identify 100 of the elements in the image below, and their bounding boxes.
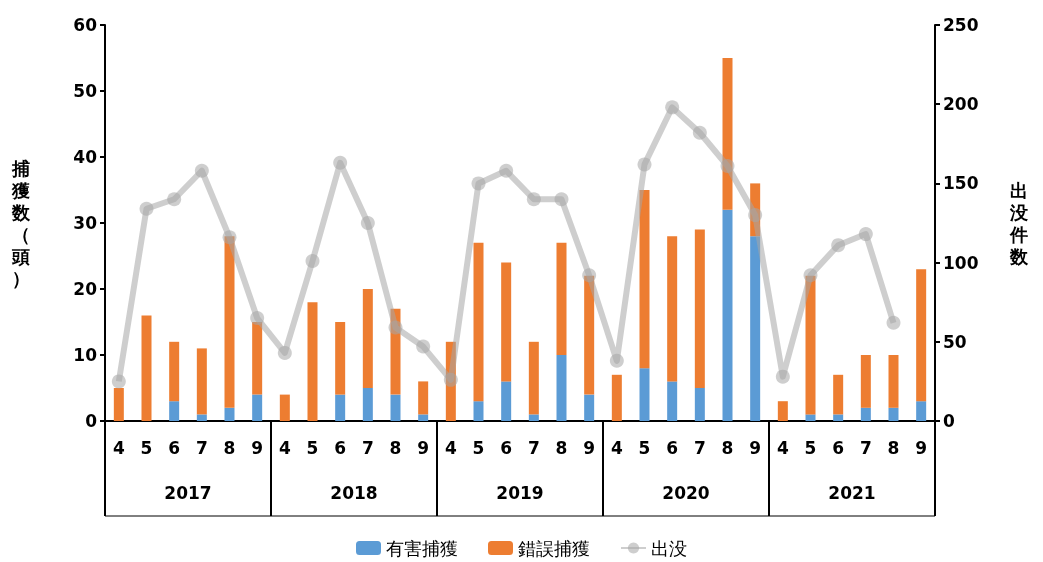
point xyxy=(305,254,320,269)
point xyxy=(416,339,431,354)
y2-tick-label: 200 xyxy=(943,94,979,115)
x-tick-label: 7 xyxy=(527,437,540,458)
x-tick-label: 7 xyxy=(693,437,706,458)
bar xyxy=(611,374,622,421)
point xyxy=(222,230,237,245)
point xyxy=(831,238,846,253)
point xyxy=(499,163,514,178)
bar xyxy=(528,414,539,421)
point xyxy=(637,157,652,172)
x-tick-label: 6 xyxy=(666,437,679,458)
bar xyxy=(667,236,678,382)
bar xyxy=(860,407,871,421)
point xyxy=(609,353,624,368)
bar xyxy=(584,275,595,395)
x-tick-label: 4 xyxy=(610,437,623,458)
x-tick-label: 4 xyxy=(444,437,457,458)
y-tick-label: 40 xyxy=(73,147,98,167)
point xyxy=(471,176,486,191)
x-tick-label: 8 xyxy=(721,437,734,458)
x-tick-label: 8 xyxy=(555,437,568,458)
text: 2019 xyxy=(496,483,544,503)
bar xyxy=(224,236,235,408)
bar xyxy=(390,394,401,421)
x-tick-label: 5 xyxy=(804,437,817,458)
bar xyxy=(805,275,816,415)
point xyxy=(360,216,375,230)
y2-tick-label: 50 xyxy=(943,331,967,352)
x-tick-label: 6 xyxy=(334,437,347,458)
bar xyxy=(335,394,346,421)
legend-label: 出没 xyxy=(651,537,687,559)
bar xyxy=(252,322,263,395)
x-tick-label: 7 xyxy=(195,437,208,458)
bar xyxy=(667,381,678,421)
point xyxy=(748,208,763,223)
y-tick-label: 10 xyxy=(73,345,98,365)
point xyxy=(443,372,458,387)
y2-axis-title: 出没件数 xyxy=(1009,179,1029,267)
point xyxy=(554,192,569,207)
x-tick-label: 7 xyxy=(859,437,872,458)
point xyxy=(720,158,735,173)
legend-label: 有害捕獲 xyxy=(386,537,458,559)
point xyxy=(582,268,597,283)
y-tick-label: 30 xyxy=(73,213,98,233)
point xyxy=(139,201,154,216)
x-tick-label: 8 xyxy=(389,437,402,458)
x-tick-label: 4 xyxy=(112,437,125,458)
point xyxy=(665,100,680,115)
point xyxy=(194,163,209,178)
x-tick-label: 6 xyxy=(500,437,513,458)
y2-tick-label: 250 xyxy=(943,15,979,35)
x-tick-label: 5 xyxy=(638,437,651,458)
bar xyxy=(750,236,761,421)
text: 2018 xyxy=(330,483,378,503)
bar xyxy=(639,190,650,369)
point xyxy=(886,315,901,330)
x-tick-label: 8 xyxy=(887,437,900,458)
y-tick-label: 50 xyxy=(73,81,98,101)
bar xyxy=(584,394,595,421)
bar xyxy=(473,401,484,421)
bar xyxy=(833,414,844,421)
bar xyxy=(694,388,705,421)
y-tick-label: 0 xyxy=(85,411,98,431)
bar xyxy=(639,368,650,421)
bar xyxy=(501,262,512,382)
x-tick-label: 9 xyxy=(417,437,430,458)
bar xyxy=(916,401,927,421)
x-tick-label: 6 xyxy=(168,437,181,458)
x-tick-label: 9 xyxy=(749,437,762,458)
bar xyxy=(833,374,844,415)
bar xyxy=(362,388,373,421)
bar xyxy=(335,322,346,395)
bar xyxy=(279,394,290,421)
x-tick-label: 4 xyxy=(776,437,789,458)
bar xyxy=(805,414,816,421)
bar xyxy=(528,341,539,415)
x-tick-label: 9 xyxy=(251,437,264,458)
y2-tick-label: 100 xyxy=(943,252,979,273)
bar xyxy=(169,401,180,421)
y-tick-label: 20 xyxy=(73,279,98,299)
x-tick-label: 7 xyxy=(361,437,374,458)
point xyxy=(277,345,292,360)
bar xyxy=(501,381,512,421)
bar xyxy=(750,183,761,237)
text: 2017 xyxy=(164,483,212,503)
bar xyxy=(722,209,733,421)
x-tick-label: 6 xyxy=(832,437,845,458)
x-tick-label: 5 xyxy=(140,437,153,458)
bar xyxy=(888,407,899,421)
point xyxy=(167,192,182,207)
bar xyxy=(860,355,871,408)
bar xyxy=(916,269,927,402)
bar xyxy=(694,229,705,388)
bar xyxy=(556,355,567,421)
bar xyxy=(888,355,899,408)
bar xyxy=(473,242,484,402)
point xyxy=(388,320,403,335)
x-tick-label: 5 xyxy=(472,437,485,458)
bar xyxy=(113,388,124,421)
